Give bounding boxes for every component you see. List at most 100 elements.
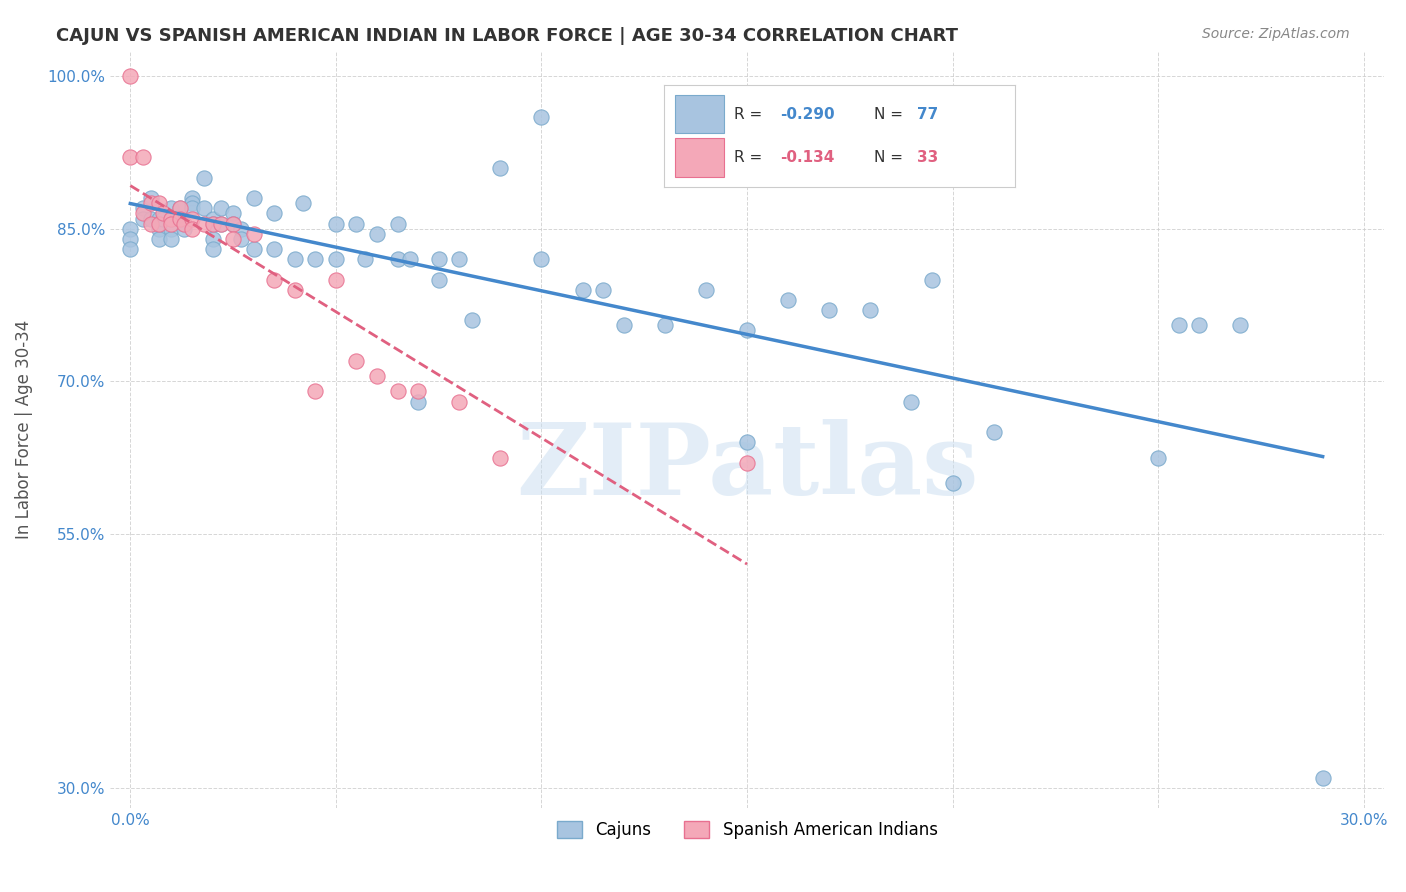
Point [291, 196, 314, 211]
Point [222, 217, 245, 231]
Point [592, 283, 614, 297]
Point [160, 232, 183, 246]
Point [325, 272, 347, 286]
Point [571, 283, 593, 297]
Point [193, 202, 215, 216]
Point [139, 191, 162, 205]
Point [148, 196, 170, 211]
Text: CAJUN VS SPANISH AMERICAN INDIAN IN LABOR FORCE | AGE 30-34 CORRELATION CHART: CAJUN VS SPANISH AMERICAN INDIAN IN LABO… [56, 27, 959, 45]
Point [139, 196, 162, 211]
Point [735, 323, 758, 337]
Point [284, 252, 307, 267]
Point [654, 318, 676, 333]
Point [131, 206, 153, 220]
Point [181, 196, 204, 211]
Point [460, 313, 482, 327]
Point [222, 232, 245, 246]
Point [201, 217, 224, 231]
Point [983, 425, 1005, 439]
Point [304, 384, 326, 399]
Point [209, 217, 232, 231]
Point [284, 283, 307, 297]
Point [160, 211, 183, 226]
Point [120, 221, 142, 235]
Y-axis label: In Labor Force | Age 30-34: In Labor Force | Age 30-34 [15, 320, 32, 539]
Point [353, 252, 375, 267]
Point [209, 202, 232, 216]
Point [193, 170, 215, 185]
Point [242, 191, 264, 205]
Point [181, 221, 204, 235]
Point [169, 211, 191, 226]
Point [399, 252, 422, 267]
Point [120, 151, 142, 165]
Point [921, 272, 943, 286]
Point [148, 217, 170, 231]
Point [449, 394, 471, 409]
Point [695, 283, 717, 297]
Point [735, 435, 758, 450]
Text: ZIPatlas: ZIPatlas [516, 419, 979, 516]
Point [160, 217, 183, 231]
Point [242, 227, 264, 241]
Point [735, 456, 758, 470]
Point [181, 191, 204, 205]
Point [818, 303, 841, 318]
Point [427, 252, 450, 267]
Point [231, 232, 253, 246]
Point [489, 450, 512, 465]
Point [1312, 771, 1334, 785]
Point [387, 252, 409, 267]
Point [613, 318, 636, 333]
Legend: Cajuns, Spanish American Indians: Cajuns, Spanish American Indians [550, 814, 945, 846]
Point [942, 475, 965, 490]
Point [139, 217, 162, 231]
Point [304, 252, 326, 267]
Point [900, 394, 922, 409]
Point [263, 272, 285, 286]
Point [152, 206, 174, 220]
Point [201, 211, 224, 226]
Point [1167, 318, 1189, 333]
Point [231, 221, 253, 235]
Point [530, 110, 553, 124]
Point [173, 221, 195, 235]
Point [139, 211, 162, 226]
Point [169, 211, 191, 226]
Point [209, 217, 232, 231]
Point [366, 369, 388, 384]
Point [131, 202, 153, 216]
Point [346, 354, 368, 368]
Point [120, 232, 142, 246]
Point [263, 242, 285, 256]
Point [173, 217, 195, 231]
Point [406, 394, 429, 409]
Point [346, 217, 368, 231]
Point [148, 232, 170, 246]
Point [530, 252, 553, 267]
Point [1147, 450, 1170, 465]
Point [242, 242, 264, 256]
Point [181, 211, 204, 226]
Point [222, 217, 245, 231]
Point [201, 232, 224, 246]
Point [169, 202, 191, 216]
Point [859, 303, 882, 318]
Point [169, 202, 191, 216]
Point [1229, 318, 1251, 333]
Point [193, 217, 215, 231]
Point [406, 384, 429, 399]
Point [131, 211, 153, 226]
Point [201, 217, 224, 231]
Point [160, 211, 183, 226]
Point [148, 211, 170, 226]
Point [181, 202, 204, 216]
Point [263, 206, 285, 220]
Point [325, 217, 347, 231]
Point [427, 272, 450, 286]
Point [449, 252, 471, 267]
Point [366, 227, 388, 241]
Point [325, 252, 347, 267]
Point [173, 217, 195, 231]
Point [152, 211, 174, 226]
